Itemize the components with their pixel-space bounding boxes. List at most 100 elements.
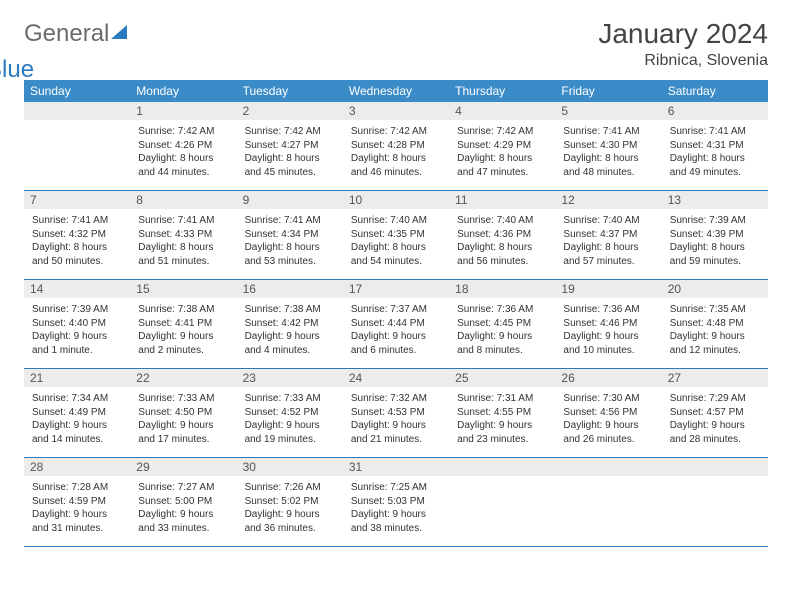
sunset-text: Sunset: 4:57 PM [670, 406, 760, 420]
day-cell: Sunrise: 7:26 AMSunset: 5:02 PMDaylight:… [237, 476, 343, 546]
header: General Blue January 2024 Ribnica, Slove… [24, 18, 768, 70]
sunrise-text: Sunrise: 7:41 AM [245, 214, 335, 228]
weekday-tue: Tuesday [237, 80, 343, 102]
daylight-text: Daylight: 9 hours and 23 minutes. [457, 419, 547, 446]
daylight-text: Daylight: 9 hours and 2 minutes. [138, 330, 228, 357]
sunrise-text: Sunrise: 7:34 AM [32, 392, 122, 406]
day-info: Sunrise: 7:41 AMSunset: 4:31 PMDaylight:… [666, 122, 764, 179]
day-cell: Sunrise: 7:40 AMSunset: 4:37 PMDaylight:… [555, 209, 661, 279]
day-cell [555, 476, 661, 546]
day-number: 20 [662, 280, 768, 298]
day-info: Sunrise: 7:36 AMSunset: 4:46 PMDaylight:… [559, 300, 657, 357]
sunrise-text: Sunrise: 7:33 AM [138, 392, 228, 406]
day-info: Sunrise: 7:42 AMSunset: 4:26 PMDaylight:… [134, 122, 232, 179]
sunrise-text: Sunrise: 7:28 AM [32, 481, 122, 495]
day-number: 19 [555, 280, 661, 298]
day-cell: Sunrise: 7:29 AMSunset: 4:57 PMDaylight:… [662, 387, 768, 457]
day-cell: Sunrise: 7:41 AMSunset: 4:34 PMDaylight:… [237, 209, 343, 279]
sunrise-text: Sunrise: 7:26 AM [245, 481, 335, 495]
day-cell: Sunrise: 7:41 AMSunset: 4:31 PMDaylight:… [662, 120, 768, 190]
daylight-text: Daylight: 8 hours and 44 minutes. [138, 152, 228, 179]
day-cell: Sunrise: 7:42 AMSunset: 4:29 PMDaylight:… [449, 120, 555, 190]
day-number: 29 [130, 458, 236, 476]
day-number: 25 [449, 369, 555, 387]
sunset-text: Sunset: 4:34 PM [245, 228, 335, 242]
week-row: Sunrise: 7:41 AMSunset: 4:32 PMDaylight:… [24, 209, 768, 280]
sunrise-text: Sunrise: 7:36 AM [457, 303, 547, 317]
sunrise-text: Sunrise: 7:40 AM [457, 214, 547, 228]
sunset-text: Sunset: 4:39 PM [670, 228, 760, 242]
daylight-text: Daylight: 9 hours and 17 minutes. [138, 419, 228, 446]
day-cell: Sunrise: 7:35 AMSunset: 4:48 PMDaylight:… [662, 298, 768, 368]
day-info: Sunrise: 7:37 AMSunset: 4:44 PMDaylight:… [347, 300, 445, 357]
sunrise-text: Sunrise: 7:40 AM [563, 214, 653, 228]
sunset-text: Sunset: 4:49 PM [32, 406, 122, 420]
day-number: 5 [555, 102, 661, 120]
day-info: Sunrise: 7:41 AMSunset: 4:33 PMDaylight:… [134, 211, 232, 268]
day-number: 30 [237, 458, 343, 476]
day-cell: Sunrise: 7:28 AMSunset: 4:59 PMDaylight:… [24, 476, 130, 546]
daylight-text: Daylight: 9 hours and 4 minutes. [245, 330, 335, 357]
day-cell: Sunrise: 7:38 AMSunset: 4:41 PMDaylight:… [130, 298, 236, 368]
daynum-row: 21222324252627 [24, 369, 768, 387]
daylight-text: Daylight: 8 hours and 59 minutes. [670, 241, 760, 268]
day-info: Sunrise: 7:33 AMSunset: 4:52 PMDaylight:… [241, 389, 339, 446]
sunrise-text: Sunrise: 7:42 AM [351, 125, 441, 139]
day-cell [662, 476, 768, 546]
day-number: 7 [24, 191, 130, 209]
sunset-text: Sunset: 4:56 PM [563, 406, 653, 420]
weekday-header: Sunday Monday Tuesday Wednesday Thursday… [24, 80, 768, 102]
sunset-text: Sunset: 4:50 PM [138, 406, 228, 420]
week-row: Sunrise: 7:34 AMSunset: 4:49 PM Daylight:… [24, 387, 768, 458]
sunset-text: Sunset: 4:27 PM [245, 139, 335, 153]
weeks-container: 123456Sunrise: 7:42 AMSunset: 4:26 PMDay… [24, 102, 768, 547]
day-info: Sunrise: 7:42 AMSunset: 4:28 PMDaylight:… [347, 122, 445, 179]
day-info: Sunrise: 7:33 AMSunset: 4:50 PMDaylight:… [134, 389, 232, 446]
daynum-row: 14151617181920 [24, 280, 768, 298]
daylight-text: Daylight: 8 hours and 47 minutes. [457, 152, 547, 179]
sunrise-text: Sunrise: 7:38 AM [138, 303, 228, 317]
daylight-text: Daylight: 9 hours and 33 minutes. [138, 508, 228, 535]
day-info: Sunrise: 7:25 AMSunset: 5:03 PMDaylight:… [347, 478, 445, 535]
sunset-text: Sunset: 4:37 PM [563, 228, 653, 242]
day-cell [449, 476, 555, 546]
day-info: Sunrise: 7:32 AMSunset: 4:53 PMDaylight:… [347, 389, 445, 446]
daylight-text: Daylight: 8 hours and 48 minutes. [563, 152, 653, 179]
day-number: 21 [24, 369, 130, 387]
day-number: 12 [555, 191, 661, 209]
day-number: 18 [449, 280, 555, 298]
sunset-text: Sunset: 4:41 PM [138, 317, 228, 331]
day-number: 15 [130, 280, 236, 298]
day-cell: Sunrise: 7:39 AMSunset: 4:40 PMDaylight:… [24, 298, 130, 368]
sunset-text: Sunset: 4:30 PM [563, 139, 653, 153]
sunrise-text: Sunrise: 7:35 AM [670, 303, 760, 317]
day-cell: Sunrise: 7:39 AMSunset: 4:39 PMDaylight:… [662, 209, 768, 279]
sunrise-text: Sunrise: 7:42 AM [457, 125, 547, 139]
sunrise-text: Sunrise: 7:29 AM [670, 392, 760, 406]
logo-text: General Blue [24, 22, 127, 70]
sunset-text: Sunset: 4:59 PM [32, 495, 122, 509]
sunrise-text: Sunrise: 7:41 AM [563, 125, 653, 139]
daylight-text: Daylight: 8 hours and 50 minutes. [32, 241, 122, 268]
day-number: 9 [237, 191, 343, 209]
sunset-text: Sunset: 4:33 PM [138, 228, 228, 242]
daylight-text: Daylight: 9 hours and 10 minutes. [563, 330, 653, 357]
sunrise-text: Sunrise: 7:38 AM [245, 303, 335, 317]
day-number: 3 [343, 102, 449, 120]
sunrise-text: Sunrise: 7:42 AM [245, 125, 335, 139]
day-cell: Sunrise: 7:40 AMSunset: 4:35 PMDaylight:… [343, 209, 449, 279]
weekday-fri: Friday [555, 80, 661, 102]
logo-part1: General [24, 20, 109, 47]
weekday-thu: Thursday [449, 80, 555, 102]
week-row: Sunrise: 7:42 AMSunset: 4:26 PMDaylight:… [24, 120, 768, 191]
daylight-text: Daylight: 9 hours and 26 minutes. [563, 419, 653, 446]
day-cell: Sunrise: 7:33 AMSunset: 4:52 PMDaylight:… [237, 387, 343, 457]
sunrise-text: Sunrise: 7:39 AM [670, 214, 760, 228]
day-cell: Sunrise: 7:30 AMSunset: 4:56 PMDaylight:… [555, 387, 661, 457]
day-cell: Sunrise: 7:31 AMSunset: 4:55 PMDaylight:… [449, 387, 555, 457]
sunrise-text: Sunrise: 7:36 AM [563, 303, 653, 317]
day-info: Sunrise: 7:36 AMSunset: 4:45 PMDaylight:… [453, 300, 551, 357]
weekday-mon: Monday [130, 80, 236, 102]
day-info: Sunrise: 7:34 AMSunset: 4:49 PMDaylight:… [28, 389, 126, 446]
daylight-text: Daylight: 9 hours and 21 minutes. [351, 419, 441, 446]
